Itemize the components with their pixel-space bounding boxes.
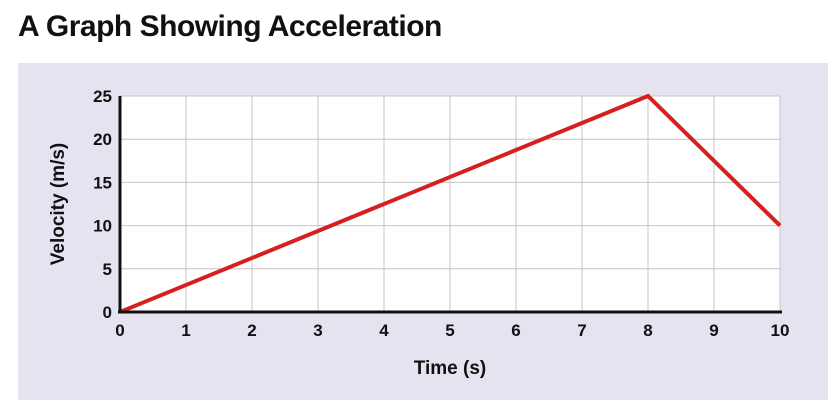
x-tick-label: 3	[313, 321, 322, 340]
series-layer	[119, 93, 782, 314]
y-axis-label: Velocity (m/s)	[48, 143, 69, 266]
x-tick-label: 8	[643, 321, 652, 340]
x-tick-label: 9	[709, 321, 718, 340]
x-tick-label: 1	[181, 321, 190, 340]
x-tick-label: 4	[379, 321, 389, 340]
x-tick-label: 7	[577, 321, 586, 340]
x-tick-labels: 0 1 2 3 4 5 6 7 8 9 10	[115, 321, 789, 340]
y-tick-label: 0	[103, 303, 112, 322]
x-tick-label: 6	[511, 321, 520, 340]
y-tick-label: 20	[93, 130, 112, 149]
y-tick-label: 10	[93, 217, 112, 236]
y-tick-label: 15	[93, 173, 112, 192]
x-tick-label: 0	[115, 321, 124, 340]
x-tick-label: 2	[247, 321, 256, 340]
x-tick-label: 10	[771, 321, 790, 340]
y-tick-label: 25	[93, 87, 112, 106]
x-axis-label: Time (s)	[414, 358, 487, 379]
y-tick-labels: 0 5 10 15 20 25	[93, 87, 112, 322]
y-tick-label: 5	[103, 260, 112, 279]
velocity-series-line	[119, 93, 782, 314]
chart-title: A Graph Showing Acceleration	[18, 10, 442, 43]
x-tick-label: 5	[445, 321, 454, 340]
